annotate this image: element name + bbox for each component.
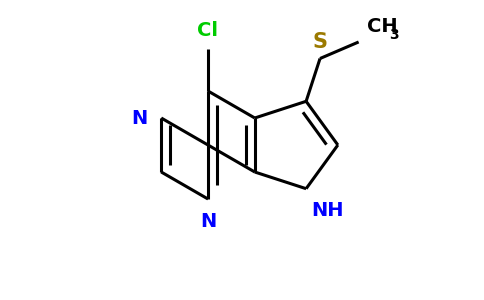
Text: S: S <box>313 32 328 52</box>
Text: Cl: Cl <box>197 21 218 40</box>
Text: 3: 3 <box>389 28 398 42</box>
Text: CH: CH <box>367 17 397 36</box>
Text: NH: NH <box>311 201 344 220</box>
Text: N: N <box>200 212 216 231</box>
Text: N: N <box>131 109 147 128</box>
